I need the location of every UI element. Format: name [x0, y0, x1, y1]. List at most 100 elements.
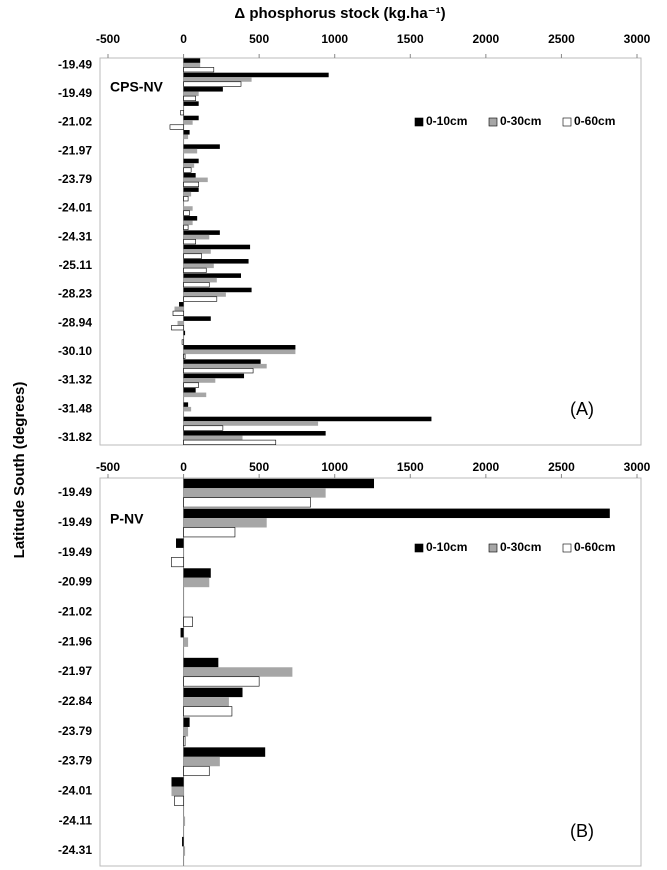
y-tick-label: -31.48: [58, 401, 92, 415]
bar: [174, 306, 184, 312]
y-tick-label: -19.49: [58, 485, 92, 499]
x-tick-label: -500: [96, 32, 120, 46]
plot-frame: [99, 477, 642, 867]
bar: [183, 508, 610, 519]
bar: [183, 287, 252, 293]
y-tick-label: -28.23: [58, 287, 92, 301]
bar: [183, 230, 220, 235]
bar: [183, 220, 193, 226]
x-tick-label: 1000: [321, 32, 348, 46]
bar: [183, 206, 193, 211]
x-tick-label: 2000: [473, 32, 500, 46]
y-tick-label: -23.79: [58, 754, 92, 768]
bar: [183, 736, 186, 747]
bar: [183, 234, 210, 240]
y-tick-label: -21.97: [58, 143, 92, 157]
bar: [183, 846, 186, 856]
bar: [183, 216, 198, 221]
bar: [183, 134, 189, 140]
bar: [183, 676, 260, 687]
legend-swatch: [414, 543, 424, 553]
bar: [183, 87, 223, 92]
bar: [183, 402, 189, 407]
y-tick-label: -31.82: [58, 430, 92, 444]
bar: [183, 435, 243, 441]
bar: [176, 538, 184, 548]
y-tick-label: -24.31: [58, 843, 92, 857]
bar: [183, 91, 199, 97]
x-tick-label: 0: [180, 460, 187, 474]
bar: [183, 816, 186, 826]
bar: [183, 167, 192, 173]
y-tick-label: -24.31: [58, 229, 92, 243]
bar: [183, 72, 329, 78]
x-tick-label: 3000: [624, 32, 651, 46]
bar: [183, 577, 210, 588]
bar: [183, 416, 432, 422]
y-tick-label: -25.11: [59, 258, 93, 272]
plot-frame: [99, 57, 642, 446]
bar: [183, 488, 326, 498]
bar: [183, 345, 296, 350]
bar: [183, 497, 311, 508]
x-tick-label: 2000: [473, 460, 500, 474]
bar: [183, 527, 236, 538]
bar: [183, 239, 196, 245]
bar: [183, 249, 211, 254]
bar: [183, 292, 226, 297]
bar: [183, 273, 242, 278]
bar: [183, 726, 189, 737]
bar: [183, 421, 319, 426]
legend-swatch: [488, 543, 498, 553]
bar: [183, 181, 199, 187]
y-tick-label: -21.02: [58, 115, 92, 129]
bar: [183, 277, 217, 283]
bar: [183, 58, 201, 63]
legend-swatch: [562, 117, 572, 127]
x-axis-title: Δ phosphorus stock (kg.ha⁻¹): [234, 5, 445, 22]
legend-swatch: [488, 117, 498, 127]
legend-label: 0-60cm: [574, 540, 615, 554]
bar: [183, 282, 210, 288]
bar: [183, 756, 220, 767]
bar: [183, 77, 252, 82]
bar: [180, 110, 184, 116]
bar: [183, 210, 190, 216]
bar: [183, 224, 189, 230]
bar: [183, 173, 196, 178]
bar: [169, 124, 184, 130]
bar: [183, 263, 214, 269]
bar: [183, 439, 277, 445]
x-tick-label: 1000: [321, 460, 348, 474]
bar: [183, 296, 218, 302]
bar: [183, 657, 219, 668]
bar: [183, 382, 199, 388]
legend-swatch: [562, 543, 572, 553]
bar: [183, 706, 233, 717]
bar: [180, 627, 184, 638]
panel-annotation: (A): [570, 399, 594, 419]
bar: [177, 320, 184, 326]
x-tick-label: 2500: [548, 460, 575, 474]
panel-label: CPS-NV: [110, 79, 164, 95]
bar: [183, 163, 195, 168]
bar: [183, 353, 186, 359]
bar: [183, 406, 192, 412]
x-tick-label: 0: [180, 32, 187, 46]
bar: [183, 67, 215, 73]
bar: [183, 637, 189, 647]
bar: [183, 717, 190, 727]
legend-label: 0-60cm: [574, 114, 615, 128]
y-tick-label: -24.11: [59, 813, 93, 827]
bar: [171, 325, 184, 331]
y-tick-label: -21.97: [58, 664, 92, 678]
bar: [183, 687, 243, 698]
y-tick-label: -19.49: [58, 515, 92, 529]
bar: [183, 747, 266, 757]
bar: [183, 518, 267, 528]
panel-annotation: (B): [570, 821, 594, 841]
x-tick-label: 3000: [624, 460, 651, 474]
y-tick-label: -23.79: [58, 172, 92, 186]
bar: [183, 196, 189, 202]
y-tick-label: -28.94: [58, 315, 92, 329]
